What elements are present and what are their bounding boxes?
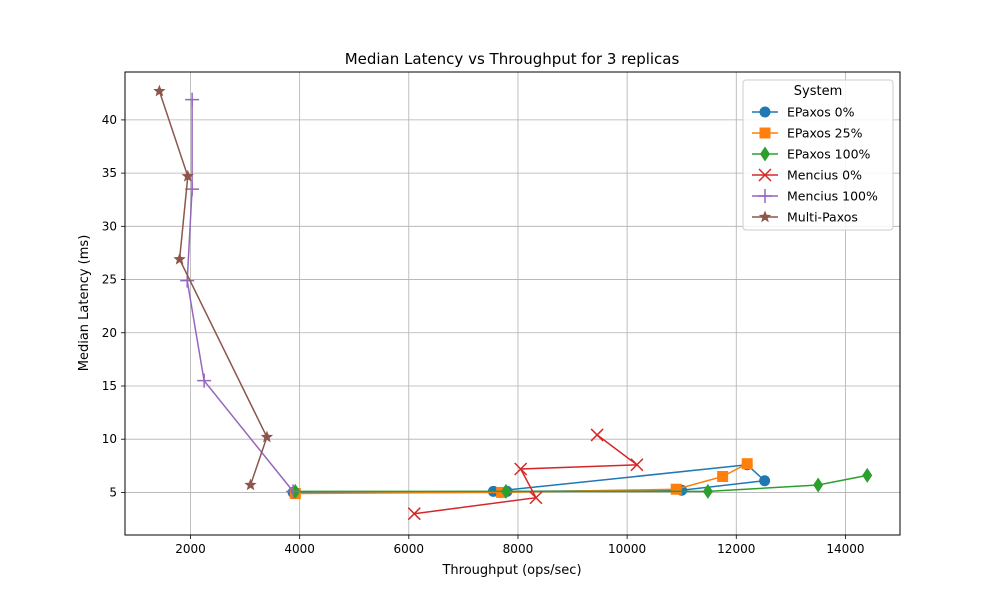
legend-marker <box>758 189 772 203</box>
data-point <box>153 84 166 97</box>
legend-marker <box>758 168 772 182</box>
x-axis-label: Throughput (ops/sec) <box>441 563 581 578</box>
legend-label: Mencius 100% <box>787 189 878 204</box>
x-tick-label: 14000 <box>826 542 864 556</box>
data-point <box>181 169 194 182</box>
legend-entry: EPaxos 0% <box>752 105 855 120</box>
legend-entry: Mencius 100% <box>752 189 878 204</box>
legend-label: Mencius 0% <box>787 168 862 183</box>
series-line <box>295 474 868 493</box>
legend-entry: Multi-Paxos <box>752 210 858 225</box>
data-point <box>529 491 543 505</box>
x-tick-label: 8000 <box>503 542 534 556</box>
data-point <box>670 483 682 495</box>
ticks: 2000 4000 6000 8000 10000 12000 14000 5 10 15 20 25… <box>102 113 865 556</box>
data-point <box>717 470 729 482</box>
legend-marker <box>760 146 770 162</box>
legend-entry: EPaxos 100% <box>752 146 871 162</box>
data-point <box>741 458 753 470</box>
data-point <box>407 507 421 521</box>
series-mencius-0 <box>407 428 644 521</box>
plot-frame <box>124 71 901 536</box>
data-point <box>260 430 274 443</box>
y-tick-label: 30 <box>102 219 117 233</box>
x-tick-label: 4000 <box>284 542 315 556</box>
legend-marker <box>759 127 771 139</box>
legend-marker <box>758 210 772 223</box>
y-tick-label: 5 <box>109 485 117 499</box>
series-mencius-100 <box>180 92 301 499</box>
legend-label: EPaxos 100% <box>787 147 871 162</box>
y-tick-label: 10 <box>102 432 117 446</box>
y-tick-label: 25 <box>102 273 117 287</box>
data-point <box>173 252 186 265</box>
legend: System EPaxos 0% EPaxos 25% EPaxos 100% Men… <box>742 79 894 231</box>
legend-title: System <box>794 84 842 99</box>
y-tick-label: 15 <box>102 379 117 393</box>
data-point <box>286 484 301 499</box>
legend-box <box>742 79 894 231</box>
data-point <box>702 483 713 499</box>
legend-entry: EPaxos 25% <box>752 126 863 141</box>
legend-label: EPaxos 25% <box>787 126 863 141</box>
legend-label: EPaxos 0% <box>787 105 855 120</box>
y-axis-label: Median Latency (ms) <box>77 235 92 372</box>
y-tick-label: 20 <box>102 326 117 340</box>
series-epaxos-100 <box>290 467 873 499</box>
data-point <box>514 462 528 476</box>
data-point <box>244 478 257 491</box>
data-point <box>197 373 212 388</box>
chart-title: Median Latency vs Throughput for 3 repli… <box>345 50 680 68</box>
data-point <box>185 182 200 197</box>
data-point <box>630 458 644 472</box>
data-point <box>496 486 508 498</box>
x-tick-label: 10000 <box>608 542 646 556</box>
data-point <box>862 467 873 483</box>
y-tick-label: 40 <box>102 113 117 127</box>
legend-label: Multi-Paxos <box>787 210 858 225</box>
x-tick-label: 2000 <box>175 542 206 556</box>
y-tick-label: 35 <box>102 166 117 180</box>
data-point <box>500 483 511 499</box>
x-tick-label: 6000 <box>394 542 425 556</box>
series-layer <box>153 84 873 521</box>
series-line <box>158 90 268 486</box>
legend-marker <box>759 106 771 118</box>
data-point <box>759 475 771 487</box>
data-point <box>185 92 200 107</box>
data-point <box>813 477 824 493</box>
data-point <box>590 428 604 442</box>
series-multi-paxos <box>153 84 274 491</box>
x-tick-label: 12000 <box>717 542 755 556</box>
legend-entry: Mencius 0% <box>752 168 862 183</box>
series-line <box>186 99 294 492</box>
legend-entries: EPaxos 0% EPaxos 25% EPaxos 100% Mencius 0%… <box>752 105 878 225</box>
